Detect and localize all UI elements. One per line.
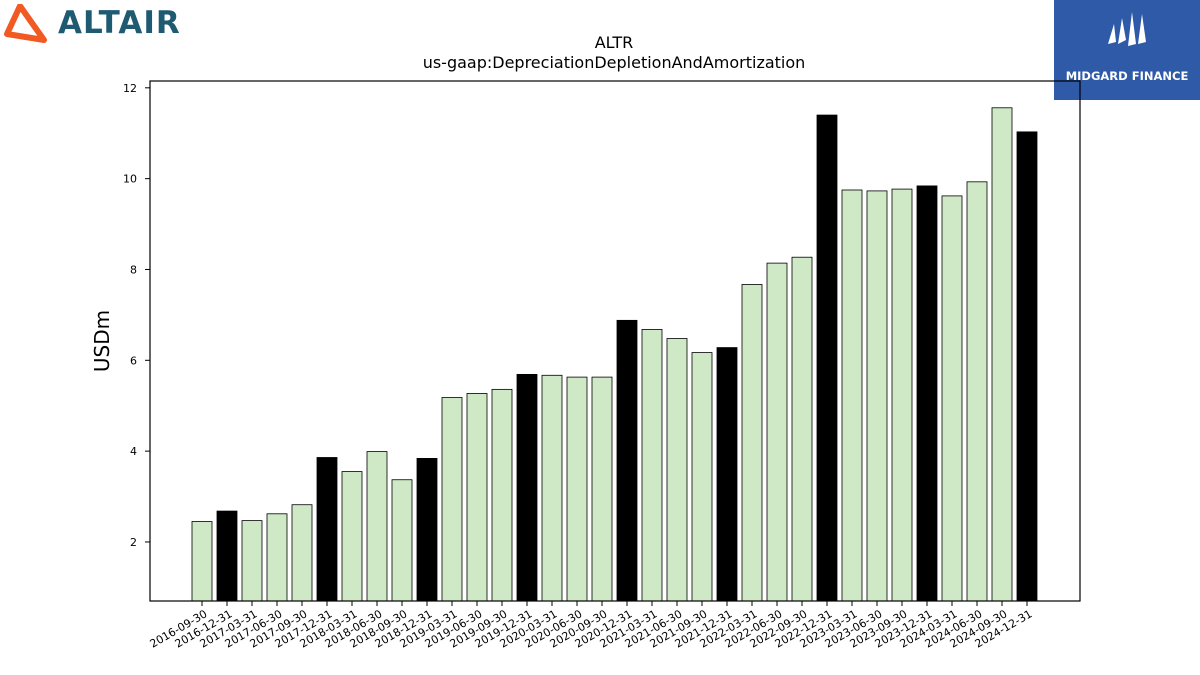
bar-2022-03-31 [741,284,763,602]
bar-2023-12-31 [916,185,938,602]
bar-2020-12-31 [616,319,638,602]
bar-2024-03-31 [941,195,963,602]
y-tick-label: 12 [123,82,137,95]
bar-2018-06-30 [366,451,388,602]
chart-title: ALTR [595,33,634,52]
bar-2016-09-30 [191,521,213,602]
bar-2019-12-31 [516,373,538,602]
bar-2017-06-30 [266,513,288,602]
bar-2023-09-30 [891,188,913,602]
bar-2023-06-30 [866,190,888,602]
bar-2023-03-31 [841,189,863,602]
altair-wordmark: ALTAIR [58,5,181,41]
x-axis: 2016-09-302016-12-312017-03-312017-06-30… [148,601,1035,651]
y-tick-label: 8 [130,263,137,276]
midgard-emblem-icon [1108,12,1146,46]
bar-2018-03-31 [341,471,363,602]
altair-logo: ALTAIR [4,3,204,44]
chart-subtitle: us-gaap:DepreciationDepletionAndAmortiza… [423,53,806,72]
bar-2021-03-31 [641,329,663,602]
bar-2018-09-30 [391,479,413,602]
midgard-caption: MIDGARD FINANCE [1065,69,1189,83]
bars [191,107,1038,602]
bar-2022-09-30 [791,256,813,602]
midgard-finance-logo: MIDGARD FINANCE [1054,0,1200,100]
y-tick-label: 10 [123,173,137,186]
altair-triangle-icon [4,3,47,43]
bar-2021-09-30 [691,352,713,602]
y-tick-label: 6 [130,354,137,367]
y-tick-label: 2 [130,536,137,549]
plot-frame [149,80,1081,602]
bar-2021-12-31 [716,347,738,602]
bar-2016-12-31 [216,510,238,602]
bar-2019-09-30 [491,388,513,602]
bar-2022-12-31 [816,114,838,602]
bar-2020-03-31 [541,374,563,602]
bar-2019-06-30 [466,393,488,602]
bar-2020-09-30 [591,376,613,602]
y-tick-label: 4 [130,445,137,458]
bar-2021-06-30 [666,338,688,602]
bar-2017-09-30 [291,504,313,602]
bar-2024-09-30 [991,107,1013,602]
bar-2020-06-30 [566,376,588,602]
bar-2024-06-30 [966,181,988,602]
y-axis-label: USDm [90,310,114,372]
y-axis: 2 4 6 8 10 12 [123,82,150,549]
bar-2019-03-31 [441,397,463,602]
bar-2024-12-31 [1016,131,1038,602]
bar-2017-03-31 [241,520,263,602]
bar-2018-12-31 [416,457,438,602]
bar-2022-06-30 [766,262,788,602]
bar-2017-12-31 [316,457,338,602]
